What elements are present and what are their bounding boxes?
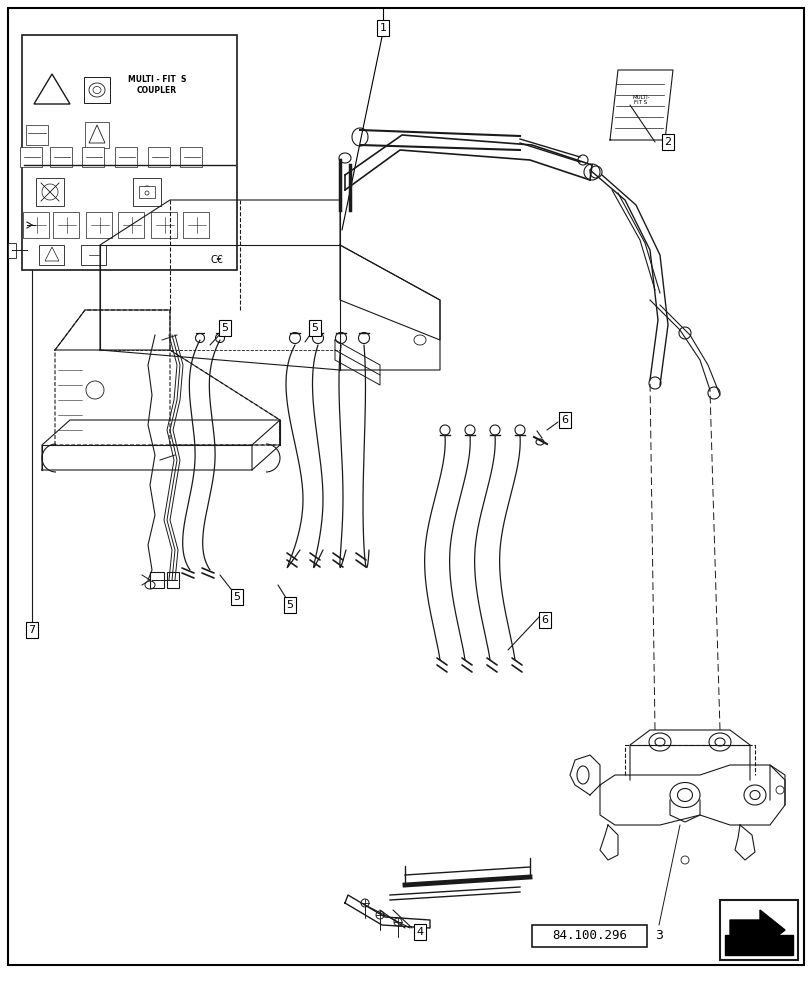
Bar bbox=[53, 212, 79, 238]
Bar bbox=[148, 147, 169, 167]
Polygon shape bbox=[729, 910, 784, 950]
Text: 4: 4 bbox=[416, 927, 423, 937]
Bar bbox=[151, 212, 177, 238]
Bar bbox=[133, 178, 161, 206]
Bar bbox=[36, 178, 64, 206]
Bar bbox=[118, 212, 144, 238]
Bar bbox=[50, 147, 72, 167]
Bar bbox=[81, 245, 106, 265]
Bar bbox=[82, 147, 104, 167]
Text: 6: 6 bbox=[561, 415, 568, 425]
Text: 7: 7 bbox=[28, 625, 36, 635]
Bar bbox=[719, 900, 797, 960]
Text: 5: 5 bbox=[311, 323, 318, 333]
Bar bbox=[86, 212, 112, 238]
Text: MULTI-
FIT S: MULTI- FIT S bbox=[631, 95, 649, 105]
Text: MULTI - FIT  S
COUPLER: MULTI - FIT S COUPLER bbox=[127, 75, 186, 95]
Text: 5: 5 bbox=[221, 323, 228, 333]
Bar bbox=[20, 147, 42, 167]
Bar bbox=[180, 147, 202, 167]
Bar bbox=[531, 925, 646, 947]
Bar bbox=[115, 147, 137, 167]
Text: 6: 6 bbox=[541, 615, 547, 625]
Text: 3: 3 bbox=[654, 929, 662, 942]
Text: 5: 5 bbox=[286, 600, 293, 610]
Text: 1: 1 bbox=[379, 23, 386, 33]
Polygon shape bbox=[724, 935, 792, 955]
Bar bbox=[8, 243, 16, 258]
Bar bbox=[150, 572, 164, 588]
Text: C€: C€ bbox=[210, 255, 223, 265]
Bar bbox=[39, 245, 64, 265]
Text: 84.100.296: 84.100.296 bbox=[551, 929, 626, 942]
Text: 5: 5 bbox=[234, 592, 240, 602]
Bar bbox=[85, 122, 109, 148]
Bar bbox=[26, 125, 48, 145]
Bar bbox=[167, 572, 178, 588]
Bar bbox=[182, 212, 208, 238]
Bar bbox=[84, 77, 109, 103]
Bar bbox=[23, 212, 49, 238]
Bar bbox=[139, 186, 155, 198]
Bar bbox=[22, 35, 237, 270]
Text: 2: 2 bbox=[663, 137, 671, 147]
